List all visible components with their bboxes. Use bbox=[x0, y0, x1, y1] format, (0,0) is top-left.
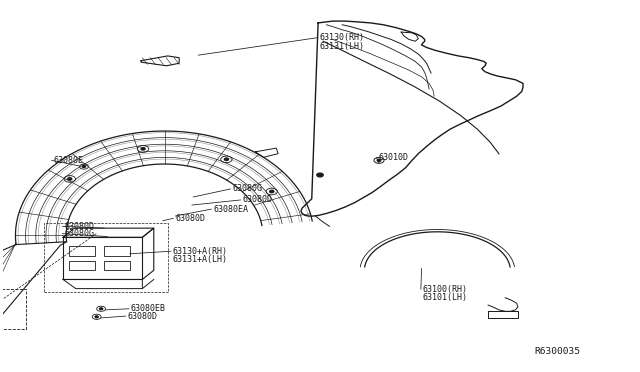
Circle shape bbox=[95, 316, 98, 318]
Circle shape bbox=[68, 178, 72, 180]
Text: R6300035: R6300035 bbox=[534, 347, 580, 356]
Text: 63101(LH): 63101(LH) bbox=[423, 293, 468, 302]
Text: 63080D: 63080D bbox=[64, 222, 94, 231]
Text: 63100(RH): 63100(RH) bbox=[423, 285, 468, 294]
Text: 63080EB: 63080EB bbox=[131, 304, 166, 313]
Text: 63080D: 63080D bbox=[175, 214, 205, 223]
Bar bbox=[0, 289, 26, 329]
Bar bbox=[44, 223, 168, 292]
Circle shape bbox=[317, 173, 323, 177]
Text: 63080G: 63080G bbox=[232, 185, 262, 193]
Text: 63080G: 63080G bbox=[64, 229, 94, 238]
Text: 63080E: 63080E bbox=[54, 156, 84, 165]
Text: 63130(RH): 63130(RH) bbox=[320, 33, 365, 42]
Text: 63131+A(LH): 63131+A(LH) bbox=[173, 255, 228, 264]
Circle shape bbox=[269, 190, 274, 193]
Text: 63131(LH): 63131(LH) bbox=[320, 42, 365, 51]
Bar bbox=[104, 261, 130, 270]
Bar bbox=[104, 247, 130, 256]
Circle shape bbox=[100, 308, 102, 310]
Text: 63130+A(RH): 63130+A(RH) bbox=[173, 247, 228, 256]
Circle shape bbox=[377, 159, 381, 161]
Circle shape bbox=[141, 148, 145, 150]
Bar bbox=[69, 247, 95, 256]
Text: 63080D: 63080D bbox=[128, 312, 158, 321]
Text: 63010D: 63010D bbox=[378, 153, 408, 162]
Bar bbox=[69, 261, 95, 270]
Text: 63080D: 63080D bbox=[243, 195, 273, 205]
Circle shape bbox=[225, 158, 228, 160]
Text: 63080EA: 63080EA bbox=[213, 205, 248, 214]
Circle shape bbox=[83, 166, 86, 167]
